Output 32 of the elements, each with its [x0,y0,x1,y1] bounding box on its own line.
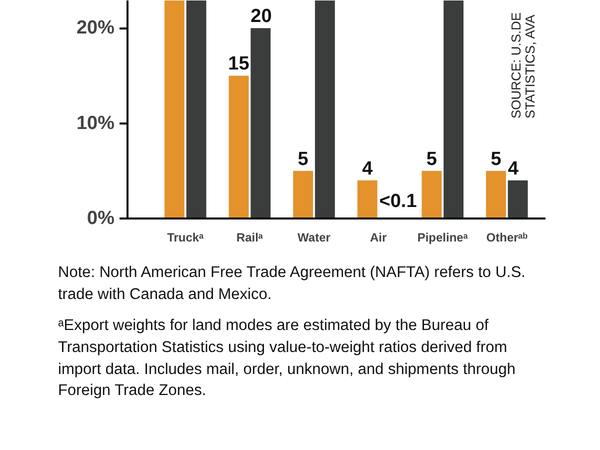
y-tick-label: 0% [87,208,115,229]
bar [186,0,206,218]
data-label: <0.1 [379,191,418,212]
bar [357,180,378,218]
bar [228,76,249,218]
annotation: SOURCE: U.S.DE [508,12,524,118]
data-label: 5 [490,148,502,170]
data-label: 5 [426,148,438,170]
bar [250,28,271,218]
x-tick-label: Railᵃ [236,230,264,244]
bar [164,0,184,218]
x-tick-label: Truckᵃ [167,230,204,244]
x-tick-label: Otherᵃᵇ [486,230,528,244]
bar [486,170,506,218]
data-label: 15 [228,54,250,75]
bar [314,0,335,218]
data-label: 4 [362,158,374,180]
bar [444,0,464,218]
y-tick-label: 10% [76,112,115,134]
x-tick-label: Pipelineᵃ [417,230,468,244]
bar [508,180,528,218]
bar [293,170,314,218]
text: ᵃExport weights for land modes are estimated by the Bureau of Transportation Statistics using value-to-weight ratios derived from import data. Includes mail, order, unknown, and shipments through Foreign Trade Zones. [58,316,517,402]
data-label: 5 [298,148,309,170]
annotation: STATISTICS, AVA [522,14,538,118]
text: Note: North American Free Trade Agreement (NAFTA) refers to U.S. trade with Canada and Mexico. [58,263,526,305]
data-label: 4 [508,158,519,180]
x-tick-label: Water [298,230,331,244]
x-tick-label: Air [370,230,387,244]
bar [422,170,442,218]
y-tick-label: 20% [76,18,115,39]
data-label: 20 [250,6,272,28]
